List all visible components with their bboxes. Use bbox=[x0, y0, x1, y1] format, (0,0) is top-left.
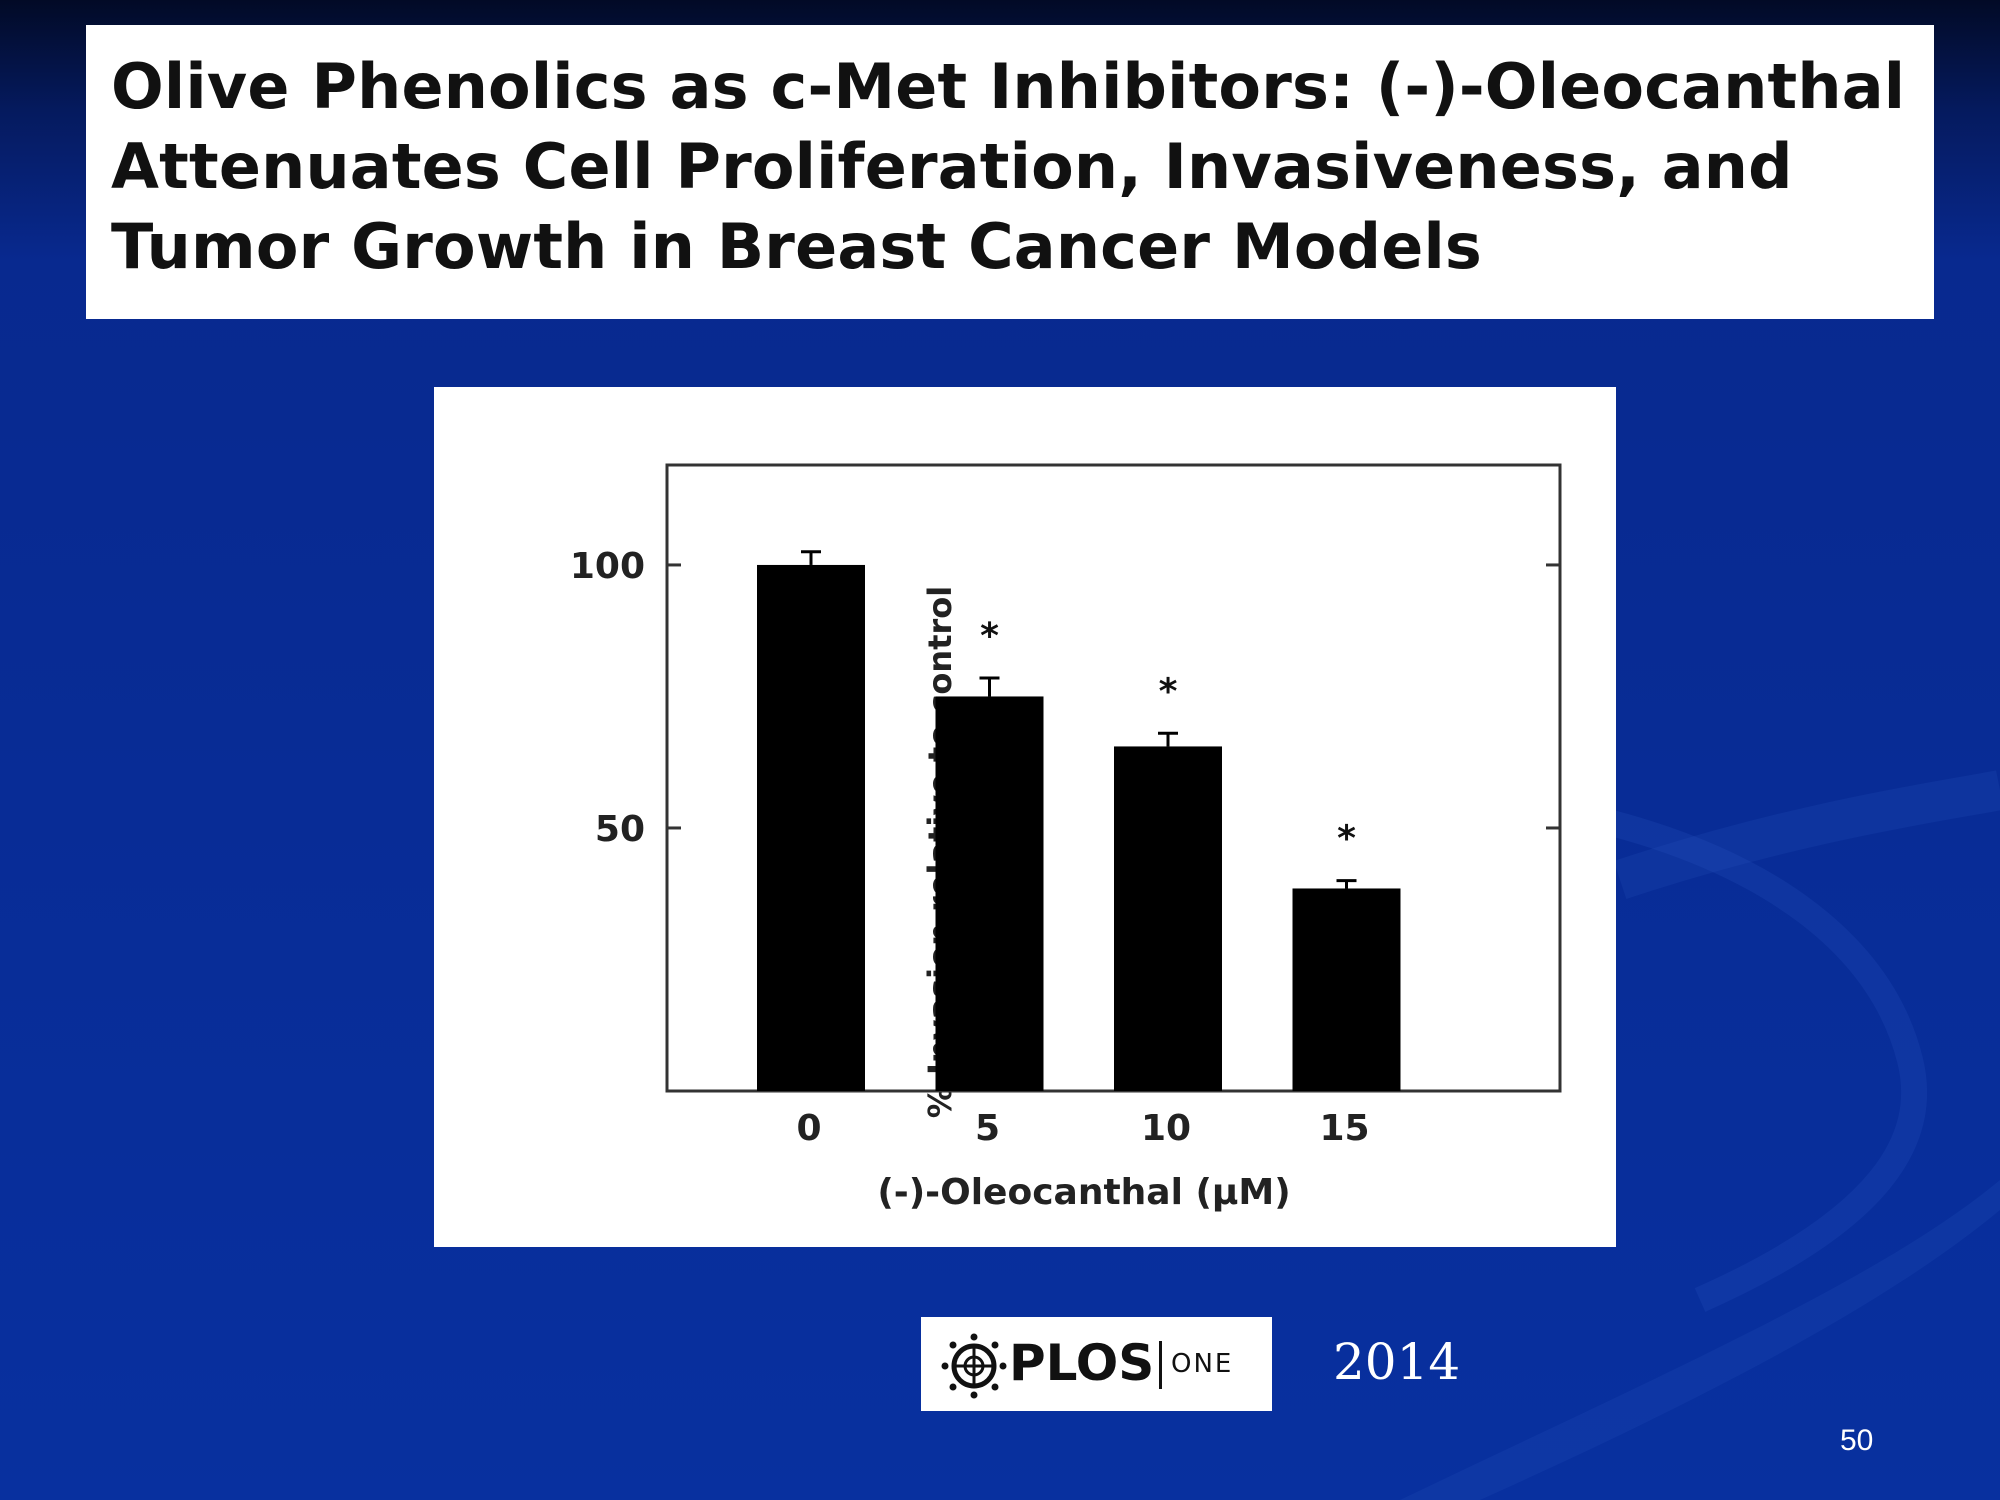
x-axis-label: (-)-Oleocanthal (µM) bbox=[877, 1172, 1290, 1213]
journal-logo-text: PLOS bbox=[1009, 1334, 1155, 1392]
logo-divider bbox=[1159, 1341, 1162, 1389]
x-tick-label: 15 bbox=[1319, 1108, 1369, 1149]
bar-10 bbox=[1114, 746, 1222, 1091]
x-tick-label: 0 bbox=[796, 1108, 821, 1149]
journal-logo: PLOS ONE bbox=[921, 1317, 1272, 1411]
y-tick-label: 50 bbox=[595, 809, 645, 850]
significance-marker: * bbox=[1337, 819, 1356, 860]
plot-frame bbox=[665, 463, 1562, 1093]
bar-15 bbox=[1292, 888, 1401, 1091]
slide-title: Olive Phenolics as c-Met Inhibitors: (-)… bbox=[111, 50, 1906, 283]
slide-number: 50 bbox=[1840, 1424, 1874, 1457]
x-tick-label: 10 bbox=[1141, 1108, 1191, 1149]
title-panel: Olive Phenolics as c-Met Inhibitors: (-)… bbox=[86, 25, 1934, 319]
chart-panel: % Invasion relative to control (-)-Oleoc… bbox=[434, 387, 1616, 1247]
bar-5 bbox=[935, 696, 1044, 1091]
significance-marker: * bbox=[980, 616, 999, 657]
bar-0 bbox=[757, 564, 865, 1091]
plos-globe-icon bbox=[941, 1333, 1007, 1399]
x-tick-label: 5 bbox=[975, 1108, 1000, 1149]
journal-logo-suffix: ONE bbox=[1171, 1349, 1234, 1379]
y-tick-label: 100 bbox=[570, 546, 645, 587]
publication-year: 2014 bbox=[1333, 1333, 1461, 1391]
significance-marker: * bbox=[1159, 671, 1178, 712]
bar-chart: % Invasion relative to control (-)-Oleoc… bbox=[570, 463, 1562, 1213]
